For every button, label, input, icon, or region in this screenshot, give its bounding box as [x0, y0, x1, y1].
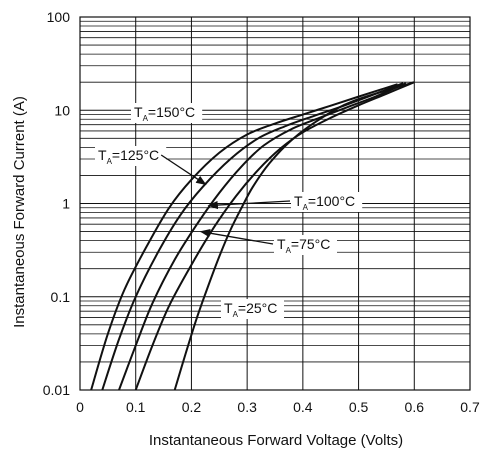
y-axis-title: Instantaneous Forward Current (A) [11, 96, 28, 328]
annotation-subscript: A [233, 310, 239, 319]
x-tick-label: 0.4 [293, 399, 313, 415]
y-tick-label: 0.1 [51, 289, 71, 305]
y-tick-label: 10 [54, 102, 70, 118]
annotation-text: TA=125°C [98, 147, 159, 166]
annotation-label-2: TA=100°C [207, 192, 363, 212]
y-tick-label: 100 [47, 9, 71, 25]
y-tick-label: 1 [62, 196, 70, 212]
annotation-suffix: =100°C [308, 193, 355, 209]
x-tick-label: 0 [76, 399, 84, 415]
annotation-text: TA=100°C [294, 193, 355, 212]
annotation-arrow [160, 154, 207, 186]
annotation-prefix: T [98, 147, 107, 163]
series-line-3 [134, 81, 415, 391]
tick-layer: 0 0.1 0.2 0.3 0.4 0.5 0.6 0.7 0.01 0.1 1 10 100 [43, 9, 480, 415]
annotation-bg [131, 103, 203, 123]
x-tick-label: 0.5 [349, 399, 369, 415]
annotation-prefix: T [294, 193, 303, 209]
annotation-bg [291, 192, 363, 212]
x-tick-label: 0.6 [405, 399, 425, 415]
y-tick-label: 0.01 [43, 382, 70, 398]
grid-layer [79, 16, 471, 391]
annotation-bg [95, 146, 167, 166]
x-tick-label: 0.7 [460, 399, 480, 415]
annotation-suffix: =150°C [148, 104, 195, 120]
x-tick-label: 0.1 [126, 399, 146, 415]
annotation-arrow [207, 200, 291, 210]
series-line-4 [173, 81, 415, 391]
series-line-0 [90, 83, 398, 391]
annotation-suffix: =25°C [238, 300, 277, 316]
annotation-arrow [199, 229, 274, 245]
x-tick-label: 0.3 [237, 399, 257, 415]
annotation-suffix: =125°C [112, 147, 159, 163]
annotation-text: TA=25°C [224, 300, 277, 319]
annotation-label-0: TA=150°C [131, 103, 203, 123]
annotation-prefix: T [277, 236, 286, 252]
x-axis-title: Instantaneous Forward Voltage (Volts) [149, 432, 403, 449]
annotation-text: TA=75°C [277, 236, 330, 255]
annotation-suffix: =75°C [291, 236, 330, 252]
annotation-layer: TA=150°CTA=125°CTA=100°CTA=75°CTA=25°C [95, 103, 363, 319]
annotation-subscript: A [303, 203, 309, 212]
annotation-label-3: TA=75°C [199, 229, 337, 255]
annotation-subscript: A [107, 157, 113, 166]
annotation-text: TA=150°C [134, 104, 195, 123]
annotation-label-4: TA=25°C [221, 299, 284, 319]
annotation-label-1: TA=125°C [95, 146, 207, 186]
series-layer [90, 81, 415, 391]
annotation-subscript: A [143, 114, 149, 123]
series-line-1 [101, 82, 404, 391]
series-line-2 [118, 82, 407, 391]
annotation-bg [274, 235, 337, 255]
annotation-bg [221, 299, 284, 319]
annotation-prefix: T [224, 300, 233, 316]
annotation-subscript: A [286, 246, 292, 255]
x-tick-label: 0.2 [182, 399, 202, 415]
annotation-prefix: T [134, 104, 143, 120]
